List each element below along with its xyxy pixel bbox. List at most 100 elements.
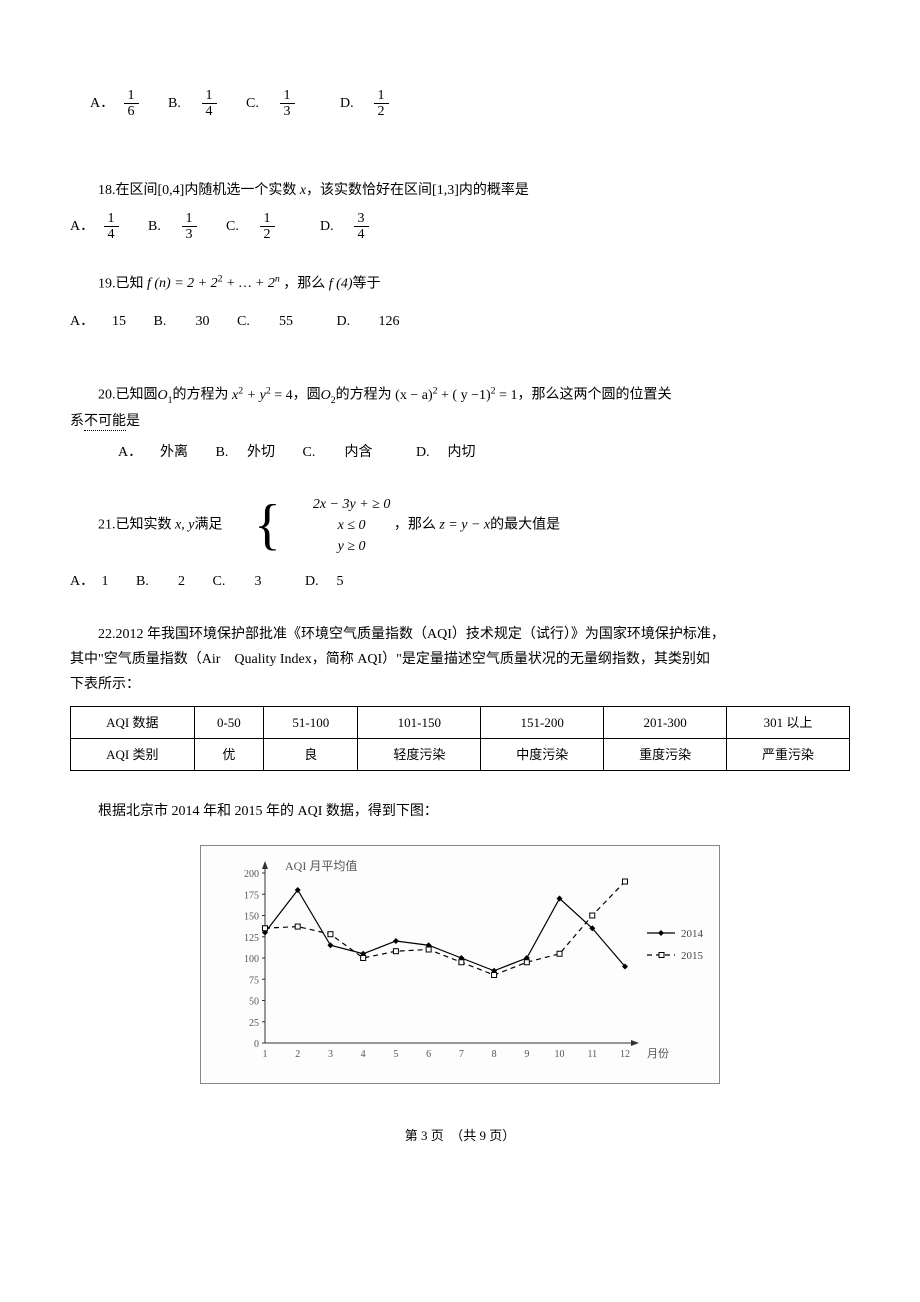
- svg-text:12: 12: [620, 1049, 630, 1060]
- o2: O2: [321, 388, 336, 403]
- frac-den: 3: [280, 104, 295, 119]
- svg-text:25: 25: [249, 1017, 259, 1028]
- svg-text:2015 年: 2015 年: [681, 948, 705, 962]
- eq1: x2 + y2 = 4: [232, 388, 293, 403]
- fraction: 1 2: [260, 211, 275, 243]
- opt-val: 外离: [160, 445, 188, 460]
- q20: 20.已知圆O1的方程为 x2 + y2 = 4，圆O2的方程为 (x − a)…: [70, 382, 850, 466]
- system-lines: 2x − 3y + ≥ 0 x ≤ 0 y ≥ 0: [285, 494, 391, 557]
- text: 在区间: [116, 183, 158, 198]
- opt-label: D.: [337, 309, 365, 334]
- opt-label: B.: [136, 569, 164, 594]
- table-cell: 51-100: [264, 706, 358, 738]
- svg-text:200: 200: [244, 869, 259, 880]
- text: 的方程为: [336, 388, 392, 403]
- text: 满足: [194, 517, 222, 532]
- fraction: 1 3: [182, 211, 197, 243]
- q17-opt-a: A． 1 6: [90, 88, 141, 120]
- svg-text:175: 175: [244, 890, 259, 901]
- svg-text:10: 10: [555, 1049, 565, 1060]
- text: 已知圆: [116, 388, 158, 403]
- svg-text:6: 6: [426, 1049, 431, 1060]
- table-row: AQI 类别 优 良 轻度污染 中度污染 重度污染 严重污染: [71, 738, 850, 770]
- frac-num: 1: [260, 211, 275, 227]
- eq-part: = 4: [271, 388, 293, 403]
- sys-line: y ≥ 0: [285, 536, 391, 557]
- eq2: (x − a)2 + ( y −1)2 = 1: [395, 388, 517, 403]
- q21-opt-d: D. 5: [305, 569, 344, 594]
- svg-text:AQI 月平均值: AQI 月平均值: [285, 858, 357, 873]
- frac-num: 1: [104, 211, 119, 227]
- opt-label: C.: [237, 309, 265, 334]
- vars: x, y: [175, 517, 194, 532]
- opt-label: A．: [70, 309, 98, 334]
- q22-p1: 22.2012 年我国环境保护部批准《环境空气质量指数（AQI）技术规定（试行）…: [70, 622, 850, 647]
- q21-options: A． 1 B. 2 C. 3 D. 5: [70, 569, 850, 594]
- text: 等于: [352, 276, 380, 291]
- aqi-chart-wrap: AQI 月平均值02550751001251501752001234567891…: [200, 845, 720, 1084]
- z-expr: z = y − x: [439, 517, 490, 532]
- table-cell: AQI 数据: [71, 706, 195, 738]
- q18-opt-a: A． 1 4: [70, 211, 121, 243]
- svg-text:月份: 月份: [647, 1047, 669, 1060]
- q22-p3: 下表所示：: [70, 672, 850, 697]
- text: 内随机选一个实数: [184, 183, 296, 198]
- svg-text:5: 5: [393, 1049, 398, 1060]
- frac-num: 3: [354, 211, 369, 227]
- q18-opt-c: C. 1 2: [226, 211, 277, 243]
- eq-part: = 1: [496, 388, 518, 403]
- emphasis: 不可能: [84, 414, 126, 431]
- fraction: 1 2: [374, 88, 389, 120]
- q20-line1: 20.已知圆O1的方程为 x2 + y2 = 4，圆O2的方程为 (x − a)…: [70, 382, 850, 409]
- frac-den: 4: [104, 227, 119, 242]
- opt-val: 55: [279, 314, 293, 329]
- opt-val: 内含: [345, 445, 373, 460]
- opt-label: B.: [154, 309, 182, 334]
- svg-text:0: 0: [254, 1039, 259, 1050]
- q18-options: A． 1 4 B. 1 3 C. 1 2 D. 3 4: [70, 211, 850, 243]
- table-cell: 重度污染: [604, 738, 727, 770]
- q17-opt-b: B. 1 4: [168, 88, 219, 120]
- q19: 19.已知 f (n) = 2 + 22 + … + 2n ，那么 f (4)等…: [70, 271, 850, 334]
- opt-label: B.: [216, 440, 244, 465]
- text: ，该实数恰好在区间: [306, 183, 432, 198]
- table-cell: 101-150: [358, 706, 481, 738]
- q21-num: 21.: [98, 517, 116, 532]
- q17-opt-d: D. 1 2: [340, 88, 391, 120]
- q18-opt-b: B. 1 3: [148, 211, 199, 243]
- text: 已知: [116, 276, 144, 291]
- interval: [1,3]: [432, 183, 459, 198]
- frac-den: 4: [354, 227, 369, 242]
- q21-opt-a: A． 1: [70, 569, 109, 594]
- eq-part: + y: [243, 388, 266, 403]
- q19-num: 19.: [98, 276, 116, 291]
- text: 是: [126, 414, 140, 429]
- text: 已知实数: [116, 517, 172, 532]
- table-row: AQI 数据 0-50 51-100 101-150 151-200 201-3…: [71, 706, 850, 738]
- svg-text:9: 9: [524, 1049, 529, 1060]
- q19-opt-c: C. 55: [237, 309, 293, 334]
- left-brace-icon: {: [226, 497, 281, 553]
- opt-label: D.: [416, 440, 444, 465]
- svg-text:2: 2: [295, 1049, 300, 1060]
- table-cell: 301 以上: [727, 706, 850, 738]
- svg-text:8: 8: [492, 1049, 497, 1060]
- q22-num: 22.: [98, 627, 116, 642]
- frac-num: 1: [202, 88, 217, 104]
- q20-opt-d: D. 内切: [416, 440, 476, 465]
- frac-den: 4: [202, 104, 217, 119]
- q18-num: 18.: [98, 183, 116, 198]
- eq-part: + ( y −1): [438, 388, 491, 403]
- expr-part: + … + 2: [223, 276, 275, 291]
- opt-label: C.: [213, 569, 241, 594]
- opt-val: 5: [337, 574, 344, 589]
- opt-label: C.: [246, 91, 274, 116]
- opt-label: C.: [303, 440, 331, 465]
- frac-num: 1: [374, 88, 389, 104]
- aqi-table: AQI 数据 0-50 51-100 101-150 151-200 201-3…: [70, 706, 850, 772]
- fraction: 1 3: [280, 88, 295, 120]
- q20-num: 20.: [98, 388, 116, 403]
- fraction: 1 6: [124, 88, 139, 120]
- opt-val: 15: [112, 314, 126, 329]
- opt-label: D.: [340, 91, 368, 116]
